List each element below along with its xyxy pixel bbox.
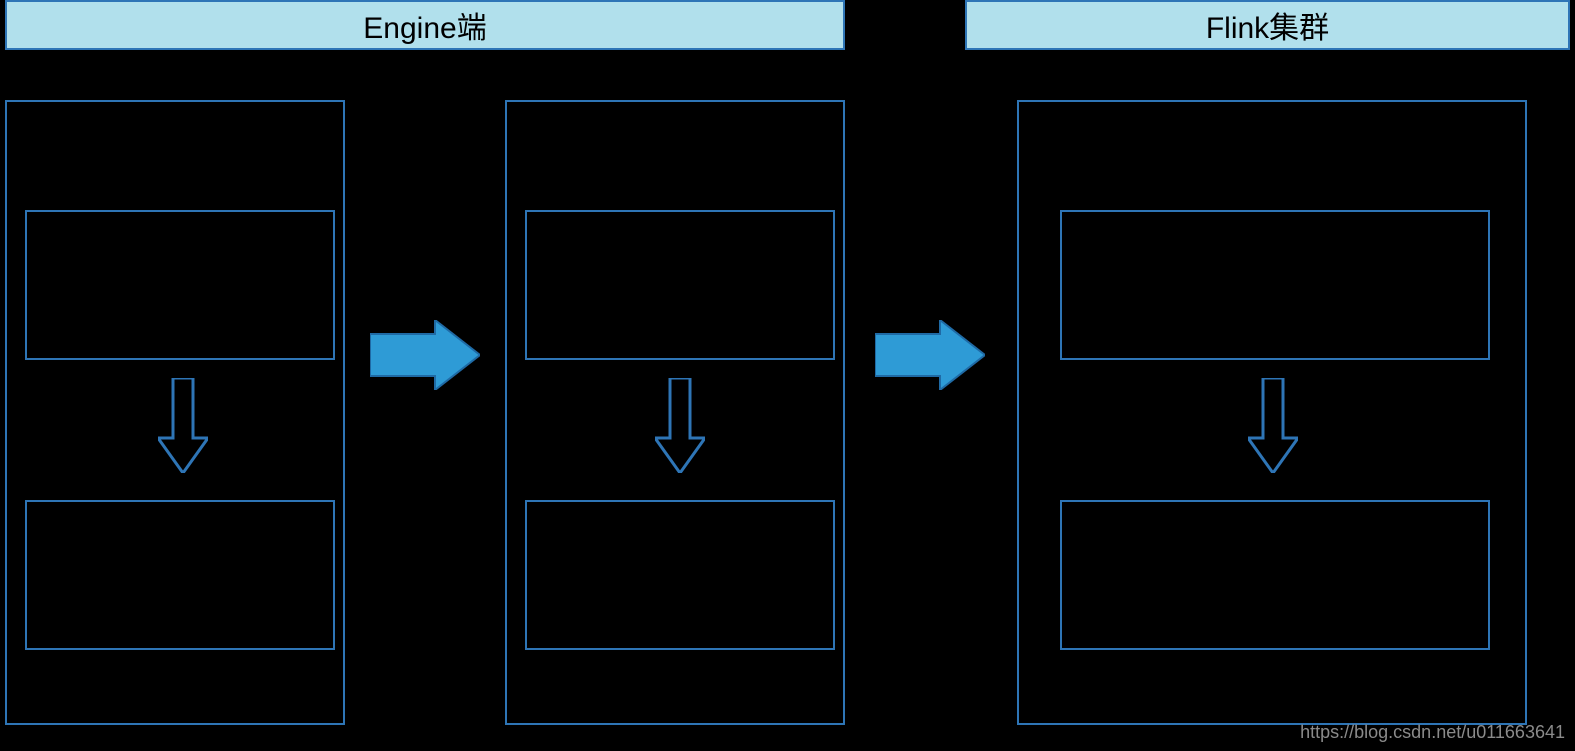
right-arrow-1-icon (370, 320, 480, 390)
header-engine-label: Engine端 (363, 3, 486, 47)
right-arrow-2-icon (875, 320, 985, 390)
column-1-inner-top (25, 210, 335, 360)
header-engine: Engine端 (5, 0, 845, 50)
watermark-text: https://blog.csdn.net/u011663641 (1300, 722, 1565, 743)
column-2-inner-bottom (525, 500, 835, 650)
header-flink-label: Flink集群 (1206, 3, 1329, 47)
column-2-down-arrow-icon (655, 378, 705, 473)
column-3-inner-top (1060, 210, 1490, 360)
column-1-down-arrow-icon (158, 378, 208, 473)
header-flink: Flink集群 (965, 0, 1570, 50)
column-3-down-arrow-icon (1248, 378, 1298, 473)
column-1-inner-bottom (25, 500, 335, 650)
column-3-inner-bottom (1060, 500, 1490, 650)
column-2-inner-top (525, 210, 835, 360)
